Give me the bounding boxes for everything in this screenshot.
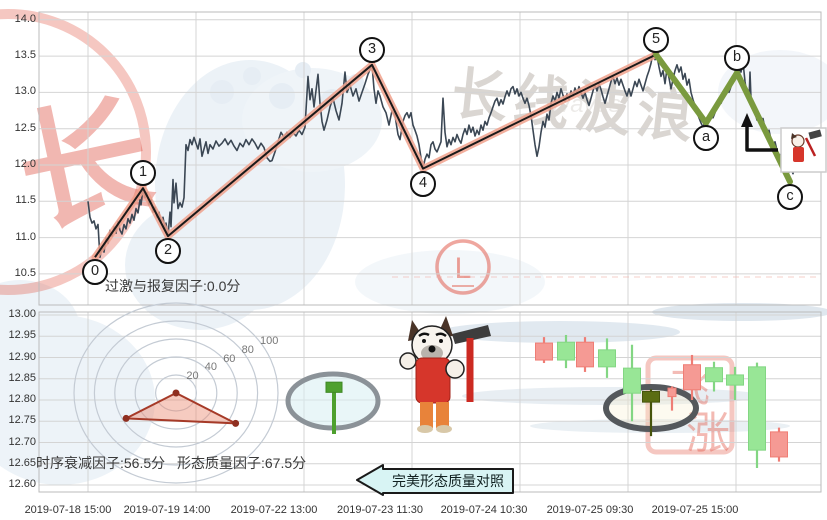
factor-radar-chart <box>73 302 279 484</box>
candle-body <box>726 374 744 386</box>
wave-label-0: 0 <box>82 259 108 286</box>
radar-ring-label: 40 <box>204 361 218 374</box>
candle-body <box>667 387 677 398</box>
x-axis-tick: 2019-07-25 09:30 <box>546 504 634 516</box>
radar-ring-20 <box>155 374 198 412</box>
candle-body <box>642 391 660 403</box>
y-axis-tick-top: 11.0 <box>15 230 36 243</box>
seal-circle-center <box>435 239 491 295</box>
wave-label-c: c <box>777 183 803 210</box>
y-axis-tick-bottom: 12.85 <box>8 371 36 384</box>
seal-circle-topleft <box>0 9 151 295</box>
candle-body <box>623 367 641 394</box>
candle-body <box>683 364 701 391</box>
radar-factor-triangle <box>122 391 237 425</box>
seal-char-center: L <box>455 252 472 285</box>
x-axis-tick: 2019-07-22 13:00 <box>230 504 318 516</box>
time-decay-factor-label: 时序衰减因子:56.5分 <box>36 455 166 471</box>
impulse-line <box>94 53 657 258</box>
x-axis-tick: 2019-07-25 15:00 <box>651 504 739 516</box>
wave-label-4: 4 <box>410 170 436 197</box>
y-axis-tick-bottom: 12.80 <box>8 393 36 405</box>
y-axis-tick-top: 11.5 <box>15 194 36 207</box>
y-axis-tick-bottom: 12.65 <box>8 456 36 469</box>
radar-ring-label: 20 <box>186 370 199 383</box>
x-axis-tick: 2019-07-24 10:30 <box>440 504 528 516</box>
corrective-wave-lines <box>653 51 793 185</box>
y-axis-tick-top: 12.0 <box>14 158 36 170</box>
x-axis-tick: 2019-07-18 15:00 <box>24 504 112 516</box>
mascot-dog-hammer <box>399 316 491 433</box>
radar-ring-label: 60 <box>223 352 236 365</box>
model-hammer-candle <box>325 381 343 393</box>
y-axis-tick-bottom: 12.60 <box>8 478 36 490</box>
mini-cartoon-box <box>780 127 827 173</box>
radar-ring-40 <box>134 356 218 430</box>
candle-body <box>705 367 723 383</box>
radar-ring-label: 80 <box>241 343 254 356</box>
x-axis-tick: 2019-07-23 11:30 <box>336 504 424 516</box>
wave-label-5: 5 <box>643 26 669 53</box>
hammer-head-icon <box>452 325 491 344</box>
y-axis-tick-bottom: 13.00 <box>8 308 36 320</box>
x-axis-tick: 2019-07-19 14:00 <box>123 504 211 516</box>
y-axis-tick-bottom: 12.95 <box>8 329 36 342</box>
candle-body <box>748 366 766 451</box>
y-axis-tick-top: 10.5 <box>14 266 36 279</box>
overreaction-factor-label: 过激与报复因子:0.0分 <box>105 278 241 294</box>
wave-label-3: 3 <box>359 36 385 63</box>
wave-label-1: 1 <box>130 160 156 187</box>
pattern-quality-factor-label: 形态质量因子:67.5分 <box>177 455 307 471</box>
candle-body <box>557 341 575 361</box>
y-axis-tick-top: 13.5 <box>14 49 36 62</box>
y-axis-tick-bottom: 12.70 <box>8 435 36 448</box>
y-axis-tick-top: 12.5 <box>14 121 36 134</box>
candle-body <box>598 349 616 368</box>
candlestick-panel <box>535 334 788 468</box>
perfect-pattern-banner-arrow[interactable] <box>356 464 514 496</box>
radar-ring-80 <box>93 320 259 466</box>
y-axis-tick-top: 14.0 <box>14 12 36 25</box>
corrective-line <box>653 51 793 185</box>
radar-ring-100 <box>73 302 279 484</box>
radar-ring-label: 100 <box>260 335 279 347</box>
arrow-head-icon <box>741 113 753 127</box>
pointer-arrow <box>741 113 778 152</box>
candle-body <box>576 341 594 368</box>
y-axis-tick-bottom: 12.90 <box>8 350 36 363</box>
wave-label-a: a <box>693 124 719 151</box>
y-axis-tick-bottom: 12.75 <box>8 414 36 427</box>
impulse-wave-lines <box>91 51 660 261</box>
candle-body <box>535 342 553 361</box>
perfect-pattern-banner-label[interactable]: 完美形态质量对照 <box>392 473 504 489</box>
wave-label-b: b <box>724 44 750 71</box>
y-axis-tick-top: 13.0 <box>14 85 36 98</box>
candle-body <box>770 431 788 458</box>
radar-ring-60 <box>114 338 238 448</box>
wave-label-2: 2 <box>155 238 181 265</box>
